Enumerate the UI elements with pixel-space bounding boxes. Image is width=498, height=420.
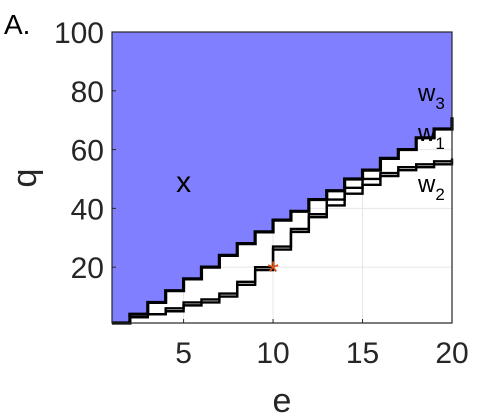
x-axis-label: e xyxy=(273,382,292,420)
series-label-w1: w1 xyxy=(417,120,445,153)
series-line-w3 xyxy=(112,117,454,325)
y-tick-label: 20 xyxy=(71,252,104,285)
y-axis-label: q xyxy=(6,169,44,188)
tick-layer: 5 10 15 20 20 40 60 80 100 xyxy=(54,17,469,370)
series-label-w2: w2 xyxy=(417,171,445,204)
series-layer xyxy=(112,117,454,325)
y-tick-label: 40 xyxy=(71,193,104,226)
series-label-w3: w3 xyxy=(417,80,445,113)
panel-label: A. xyxy=(4,9,30,40)
plot-frame xyxy=(111,31,453,324)
x-tick-label: 10 xyxy=(256,337,289,370)
y-tick-label: 80 xyxy=(71,76,104,109)
y-tick-label: 100 xyxy=(54,17,104,50)
y-tick-label: 60 xyxy=(71,135,104,168)
x-tick-label: 5 xyxy=(175,337,192,370)
infeasible-region xyxy=(112,32,452,323)
x-tick-label: 15 xyxy=(346,337,379,370)
series-line-w2 xyxy=(112,161,454,325)
region-label: x xyxy=(176,166,191,199)
reference-marker: * xyxy=(267,256,279,289)
x-tick-label: 20 xyxy=(435,337,468,370)
